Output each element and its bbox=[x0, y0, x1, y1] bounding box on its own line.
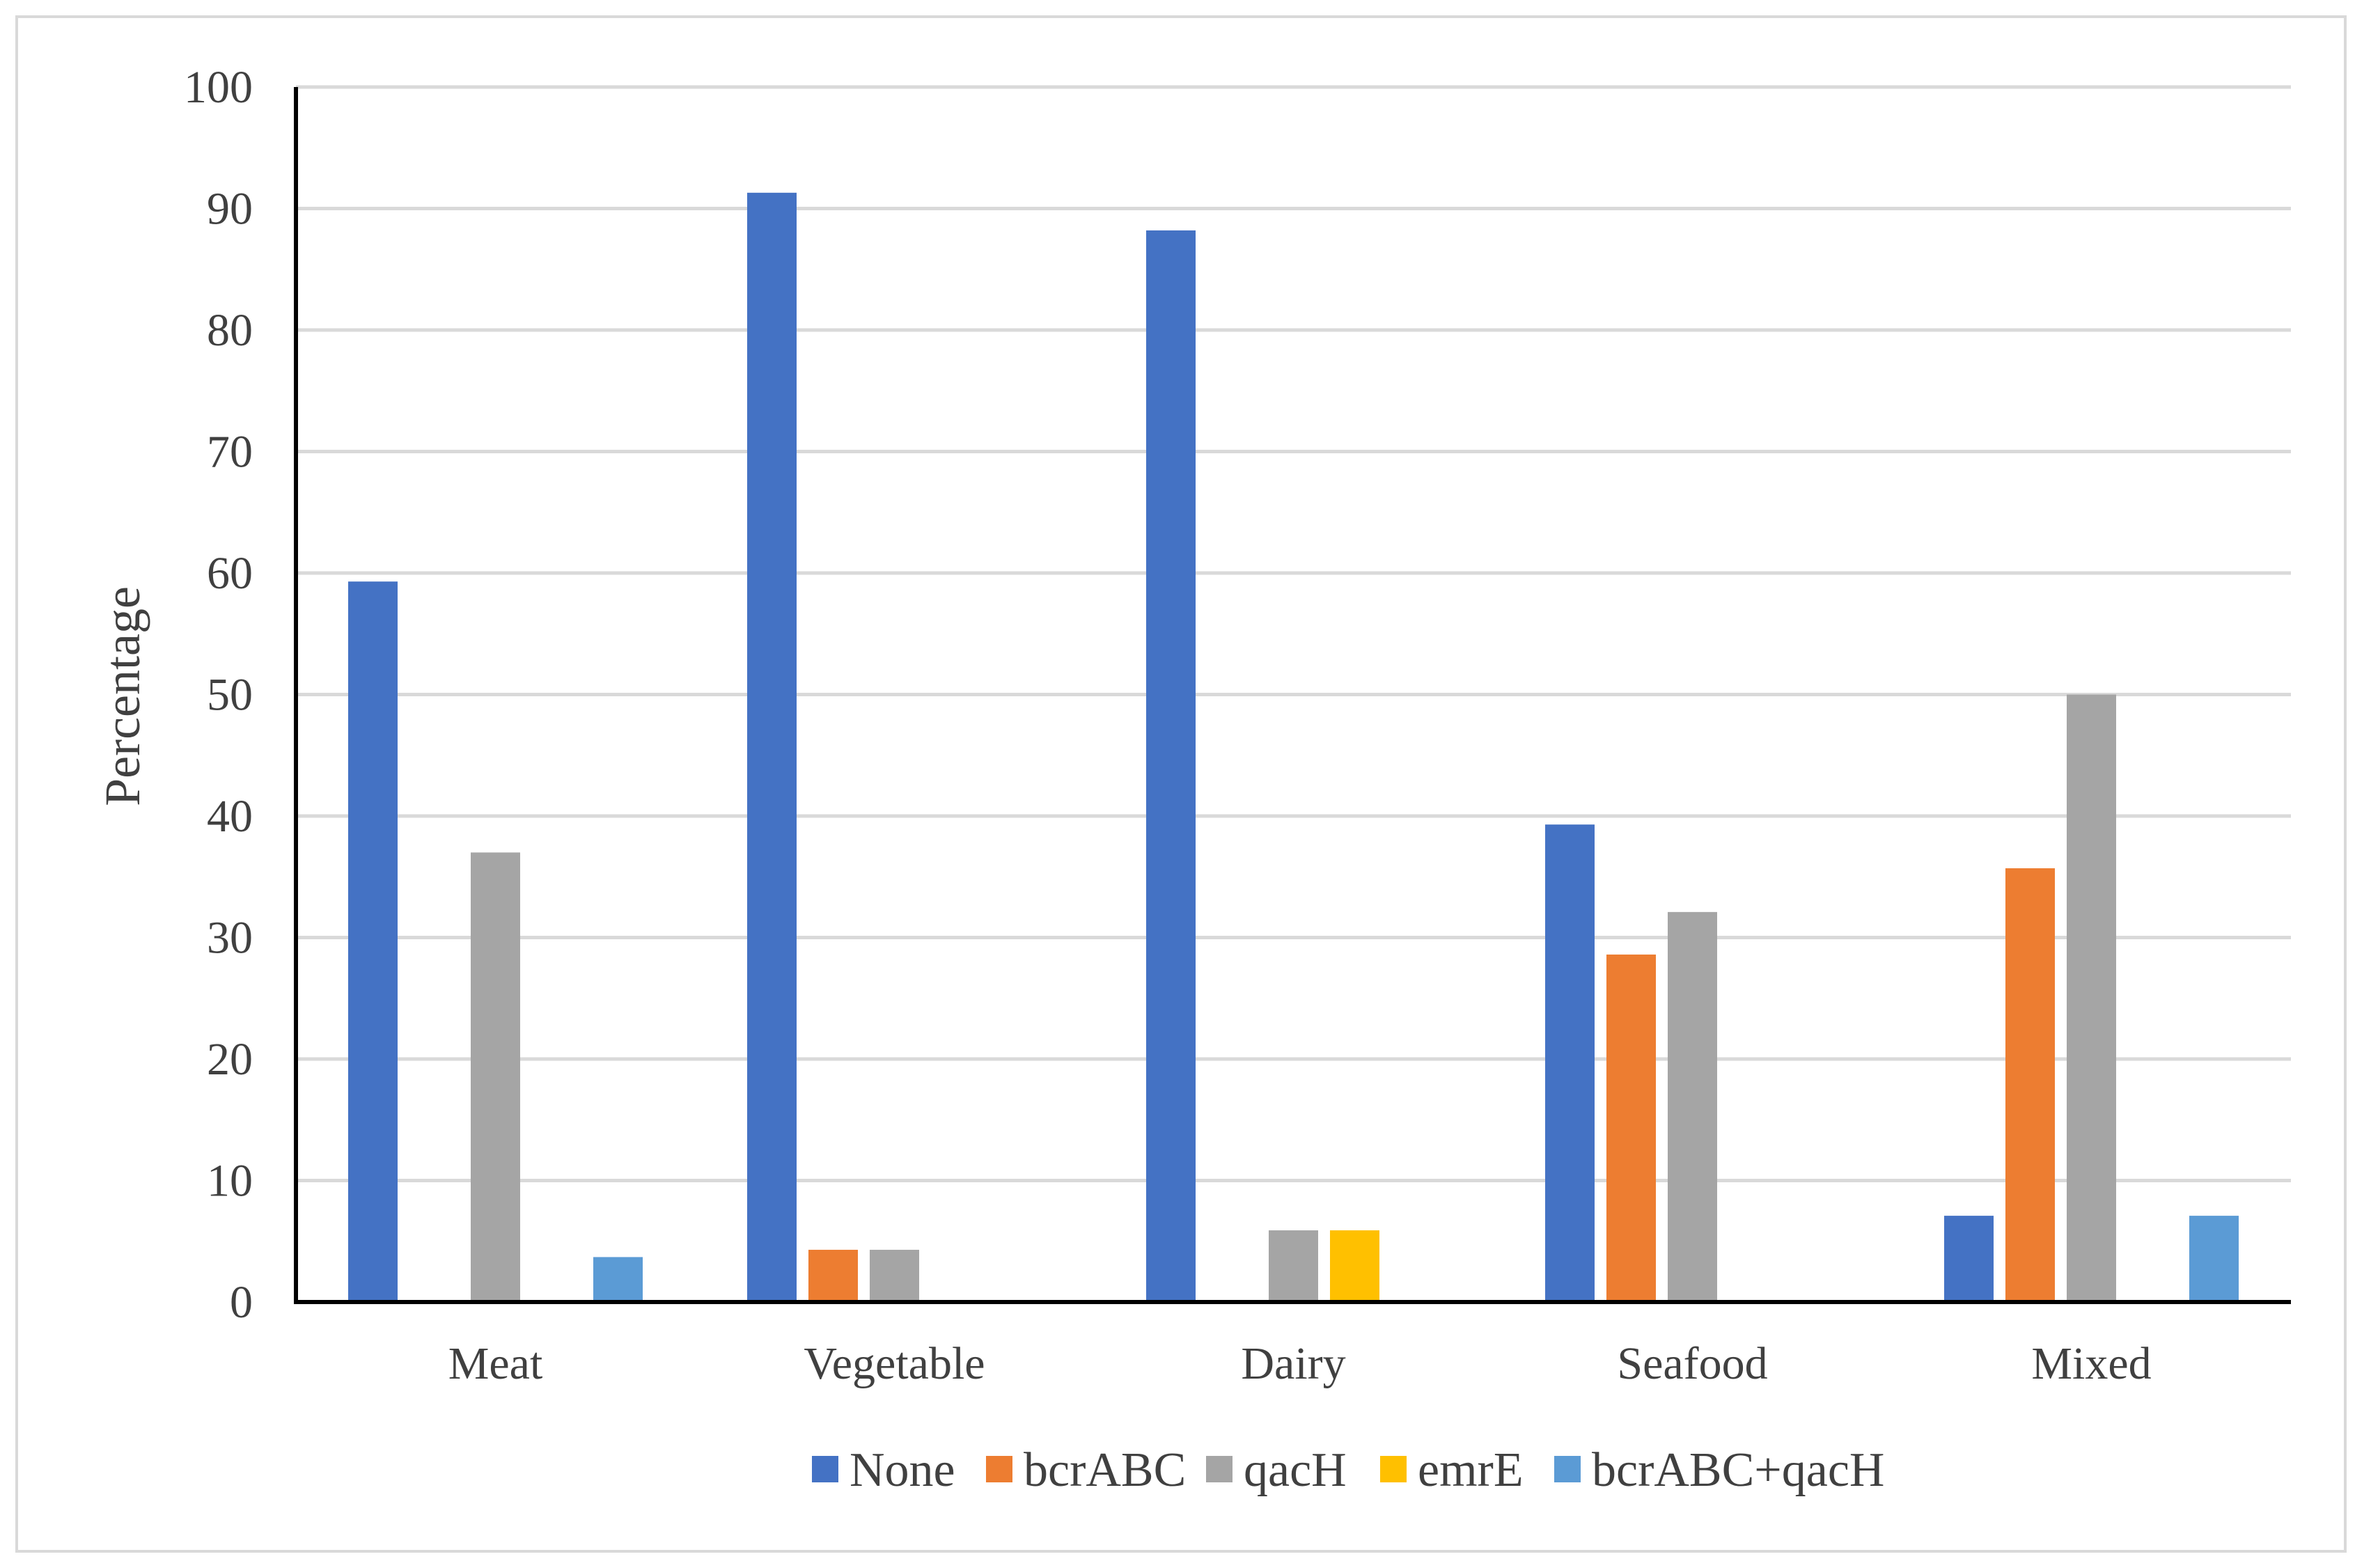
x-tick-label: Dairy bbox=[1241, 1338, 1345, 1389]
legend-swatch bbox=[1554, 1456, 1581, 1482]
y-axis-title: Percentage bbox=[95, 586, 150, 806]
y-tick-labels: 0 10 20 30 40 50 60 70 80 90 100 bbox=[184, 62, 253, 1328]
y-tick-label: 70 bbox=[207, 427, 253, 478]
y-tick-label: 20 bbox=[207, 1034, 253, 1085]
legend-item-qach: qacH bbox=[1206, 1443, 1347, 1497]
legend-swatch bbox=[986, 1456, 1012, 1482]
y-tick-label: 60 bbox=[207, 548, 253, 599]
y-tick-label: 10 bbox=[207, 1156, 253, 1207]
bar-qach-seafood bbox=[1668, 911, 1717, 1302]
bar-none-dairy bbox=[1146, 230, 1196, 1302]
legend-swatch bbox=[812, 1456, 838, 1482]
bar-emre-dairy bbox=[1330, 1230, 1379, 1302]
legend-label: bcrABC bbox=[1024, 1443, 1186, 1497]
x-tick-label: Meat bbox=[448, 1338, 543, 1389]
y-tick-label: 90 bbox=[207, 184, 253, 235]
axes bbox=[294, 87, 2291, 1304]
legend-item-bcrabc-qach: bcrABC+qacH bbox=[1554, 1443, 1884, 1497]
y-tick-label: 40 bbox=[207, 791, 253, 842]
bar-none-seafood bbox=[1545, 824, 1595, 1302]
y-tick-label: 0 bbox=[230, 1277, 253, 1328]
y-tick-label: 50 bbox=[207, 670, 253, 721]
legend-item-none: None bbox=[812, 1443, 955, 1497]
bar-qach-vegetable bbox=[870, 1249, 919, 1302]
legend-item-bcrabc: bcrABC bbox=[986, 1443, 1186, 1497]
bar-none-mixed bbox=[1944, 1216, 1994, 1302]
bars bbox=[348, 192, 2239, 1303]
x-tick-labels: Meat Vegetable Dairy Seafood Mixed bbox=[448, 1338, 2152, 1389]
bar-bcrabc-vegetable bbox=[808, 1249, 858, 1302]
y-tick-label: 100 bbox=[184, 62, 253, 113]
y-tick-label: 30 bbox=[207, 913, 253, 964]
legend-swatch bbox=[1206, 1456, 1233, 1482]
legend-label: None bbox=[850, 1443, 955, 1497]
legend-item-emre: emrE bbox=[1380, 1443, 1524, 1497]
bar-qach-dairy bbox=[1269, 1230, 1318, 1302]
legend-label: emrE bbox=[1418, 1443, 1524, 1497]
x-tick-label: Seafood bbox=[1617, 1338, 1767, 1389]
bar-qach-meat bbox=[471, 852, 520, 1302]
legend-label: qacH bbox=[1244, 1443, 1347, 1497]
bar-bcrabc-qach-meat bbox=[593, 1257, 643, 1302]
y-tick-label: 80 bbox=[207, 305, 253, 356]
bar-none-meat bbox=[348, 581, 398, 1302]
legend-swatch bbox=[1380, 1456, 1407, 1482]
bar-bcrabc-qach-mixed bbox=[2189, 1216, 2239, 1302]
gridlines bbox=[296, 85, 2291, 1182]
x-tick-label: Mixed bbox=[2031, 1338, 2151, 1389]
bar-qach-mixed bbox=[2067, 694, 2116, 1302]
x-tick-label: Vegetable bbox=[804, 1338, 985, 1389]
bar-bcrabc-seafood bbox=[1606, 954, 1656, 1302]
bar-bcrabc-mixed bbox=[2005, 868, 2055, 1302]
legend-label: bcrABC+qacH bbox=[1592, 1443, 1884, 1497]
bar-none-vegetable bbox=[747, 192, 797, 1303]
legend: None bcrABC qacH emrE bcrABC+qacH bbox=[812, 1443, 1884, 1497]
